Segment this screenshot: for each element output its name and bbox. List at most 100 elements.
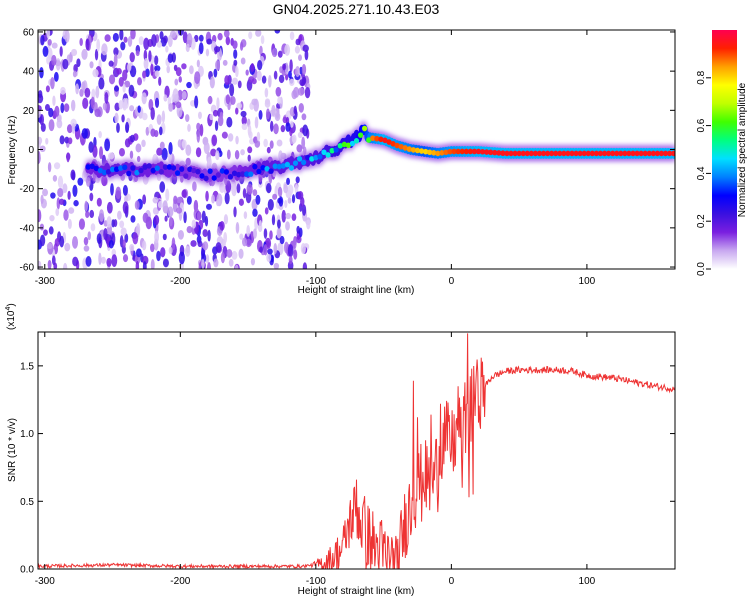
noise-cell — [165, 188, 170, 202]
noise-cell — [64, 30, 70, 43]
noise-cell — [185, 144, 192, 156]
noise-cell — [247, 146, 253, 154]
noise-cell — [289, 59, 293, 73]
noise-cell — [135, 260, 140, 269]
noise-cell — [60, 102, 65, 114]
noise-cell — [255, 194, 261, 205]
noise-cell — [129, 52, 135, 63]
snr-panel: -300 -200 -100 0 100 0.0 0.5 1.0 1.5 Height of … — [5, 303, 676, 597]
ridge-core — [349, 140, 356, 147]
noise-cell — [196, 122, 201, 131]
noise-cell — [83, 236, 89, 246]
x-tick-label: 100 — [579, 276, 596, 287]
noise-cell — [122, 201, 129, 215]
noise-cell — [141, 92, 147, 105]
noise-cell — [282, 63, 287, 71]
ridge-core — [528, 150, 534, 157]
noise-cell — [273, 70, 278, 80]
noise-cell — [258, 110, 263, 120]
ridge-core — [134, 169, 140, 176]
ridge-core — [276, 163, 282, 170]
noise-cell — [66, 152, 70, 163]
noise-cell — [158, 126, 163, 136]
noise-cell — [130, 30, 136, 40]
ridge-core — [512, 150, 518, 157]
noise-cell — [215, 242, 222, 253]
ridge-core — [577, 150, 583, 157]
noise-cell — [266, 146, 271, 154]
noise-cell — [302, 44, 309, 53]
ridge-core — [174, 170, 181, 176]
noise-cell — [47, 162, 52, 173]
ridge-core — [589, 150, 595, 157]
ridge-core — [252, 163, 258, 170]
noise-cell — [304, 86, 311, 99]
noise-cell — [168, 246, 173, 255]
ridge-core — [288, 165, 295, 171]
noise-cell — [108, 152, 115, 160]
noise-cell — [260, 35, 265, 45]
ridge-core — [183, 173, 189, 179]
noise-cell — [252, 189, 258, 197]
noise-cell — [238, 198, 244, 206]
ridge-core — [345, 142, 351, 149]
snr-x-ticks: -300 -200 -100 0 100 — [35, 332, 596, 587]
noise-cell — [129, 134, 135, 143]
ridge-core — [207, 168, 213, 174]
noise-cell — [264, 99, 271, 108]
noise-cell — [154, 55, 159, 66]
noise-cell — [164, 215, 168, 222]
ridge-core — [423, 148, 429, 155]
ridge-core — [101, 169, 108, 176]
noise-cell — [182, 31, 188, 44]
ridge-core — [585, 150, 591, 157]
ridge-core — [561, 150, 567, 157]
noise-cell — [168, 102, 174, 112]
y-tick-label: 60 — [23, 27, 35, 38]
ridge-core — [536, 150, 543, 157]
noise-cell — [254, 116, 259, 129]
y-tick-label: 1.5 — [20, 361, 34, 372]
noise-cell — [163, 35, 168, 44]
ridge-core — [215, 172, 221, 178]
noise-cell — [257, 59, 263, 71]
noise-cell — [202, 241, 209, 251]
noise-cell — [235, 65, 239, 78]
y-tick-label: 0.0 — [20, 565, 34, 576]
noise-cell — [154, 70, 160, 78]
noise-cell — [284, 241, 289, 254]
ridge-core — [203, 175, 209, 182]
noise-cell — [236, 183, 241, 194]
noise-cell — [150, 107, 155, 120]
noise-cell — [128, 84, 135, 97]
noise-cell — [135, 143, 142, 153]
noise-cell — [102, 102, 107, 111]
noise-cell — [298, 54, 302, 61]
colorbar-tick-label: 0.0 — [696, 262, 707, 276]
noise-cell — [101, 43, 108, 56]
noise-cell — [220, 252, 225, 264]
noise-cell — [273, 242, 278, 255]
noise-cell — [163, 94, 168, 102]
noise-cell — [39, 234, 46, 247]
noise-cell — [57, 187, 64, 198]
noise-cell — [48, 226, 54, 235]
noise-cell — [265, 108, 270, 120]
ridge-core — [374, 135, 380, 142]
ridge-core — [329, 147, 335, 154]
noise-cell — [173, 195, 178, 205]
noise-cell — [201, 210, 206, 223]
noise-cell — [293, 105, 297, 115]
noise-cell — [90, 96, 95, 110]
ridge-core — [646, 150, 652, 157]
ridge-core — [479, 148, 486, 155]
ridge-core — [634, 150, 640, 157]
noise-cell — [118, 100, 124, 110]
ridge-core — [581, 150, 587, 157]
noise-cell — [79, 88, 84, 97]
noise-cell — [84, 87, 91, 98]
noise-cell — [87, 231, 91, 241]
noise-cell — [176, 196, 183, 204]
noise-cell — [301, 63, 307, 76]
noise-cell — [42, 188, 49, 197]
